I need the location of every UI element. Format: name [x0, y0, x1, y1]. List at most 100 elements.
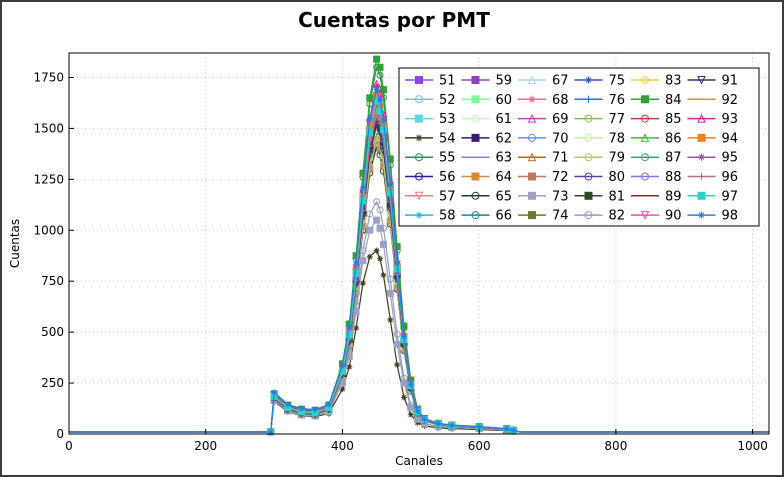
legend-item: 65 [461, 189, 512, 204]
data-point [325, 401, 332, 408]
legend-label: 84 [665, 93, 682, 108]
legend-item: 84 [631, 93, 682, 108]
x-tick-label: 400 [331, 439, 354, 453]
legend-marker [415, 76, 423, 84]
legend-label: 92 [722, 93, 739, 108]
legend-label: 51 [439, 74, 456, 89]
data-point [510, 427, 517, 434]
legend-item: 78 [574, 131, 625, 146]
legend-marker [528, 211, 536, 220]
data-point [372, 121, 381, 129]
data-point [271, 389, 278, 396]
legend-item: 56 [405, 170, 456, 185]
legend-marker [697, 76, 706, 85]
legend-label: 67 [552, 74, 569, 89]
legend-marker [528, 172, 536, 181]
data-point [359, 184, 366, 191]
legend-marker [698, 173, 705, 180]
legend-item: 80 [574, 170, 626, 185]
data-point [346, 363, 353, 370]
data-point [377, 255, 384, 262]
legend-label: 61 [496, 112, 513, 127]
legend-label: 56 [439, 170, 456, 185]
data-point [352, 269, 360, 277]
legend-item: 76 [574, 93, 625, 108]
legend-item: 92 [687, 93, 739, 108]
data-point [476, 423, 483, 430]
legend-label: 55 [439, 151, 456, 166]
y-axis-label: Cuentas [8, 219, 22, 268]
data-point [373, 216, 381, 224]
legend-label: 87 [665, 151, 682, 166]
legend-item: 61 [461, 112, 513, 127]
legend-item: 51 [405, 74, 456, 89]
legend-label: 90 [665, 209, 682, 224]
legend-marker [415, 95, 423, 104]
legend-item: 68 [518, 93, 569, 108]
legend-label: 63 [496, 151, 513, 166]
y-tick-label: 1750 [33, 70, 64, 84]
legend-marker [471, 133, 480, 142]
data-point [387, 316, 394, 323]
legend-item: 53 [405, 112, 456, 127]
data-point [407, 411, 414, 418]
legend-item: 74 [518, 209, 569, 224]
data-point [312, 406, 319, 413]
legend-marker [640, 133, 650, 142]
data-point [407, 401, 415, 409]
legend-marker [471, 191, 480, 200]
legend-label: 97 [722, 189, 739, 204]
data-point [380, 272, 387, 279]
series-line [69, 219, 769, 433]
plot-area [68, 52, 770, 435]
legend-item: 70 [518, 131, 569, 146]
data-point [366, 115, 373, 122]
legend-label: 54 [439, 131, 456, 146]
y-tick-label: 750 [41, 274, 64, 288]
data-point [366, 94, 374, 102]
legend-item: 96 [687, 170, 738, 185]
legend-item: 64 [461, 170, 512, 185]
data-point [379, 241, 387, 249]
legend-item: 67 [518, 74, 569, 89]
y-tick-label: 0 [56, 427, 64, 441]
legend-item: 62 [461, 131, 513, 146]
y-tick-label: 1500 [33, 121, 64, 135]
legend-label: 80 [609, 170, 626, 185]
legend-item: 89 [631, 189, 682, 204]
data-point [373, 86, 380, 93]
legend-item: 83 [631, 74, 682, 89]
legend-marker [697, 133, 706, 142]
data-point [503, 425, 510, 432]
legend-label: 62 [496, 131, 513, 146]
data-point [366, 142, 373, 149]
data-point [414, 408, 421, 415]
legend-item: 85 [631, 112, 682, 127]
chart-title: Cuentas por PMT [298, 8, 490, 32]
legend-marker [471, 114, 480, 123]
legend-marker [584, 114, 593, 123]
legend-item: 97 [687, 189, 739, 204]
data-point [353, 325, 360, 332]
data-point [380, 117, 387, 124]
data-point [267, 428, 274, 435]
x-tick-label: 600 [468, 439, 491, 453]
legend-item: 69 [518, 112, 569, 127]
data-point [386, 275, 394, 283]
series-98 [69, 86, 769, 435]
legend-marker [415, 172, 423, 181]
data-point [298, 405, 305, 412]
x-axis-label: Canales [395, 454, 443, 468]
series-line [69, 250, 769, 433]
legend-item: 91 [687, 74, 739, 89]
legend-item: 54 [405, 131, 456, 146]
legend-item: 79 [574, 151, 625, 166]
legend-item: 75 [574, 74, 625, 89]
data-point [377, 96, 384, 103]
legend-marker [527, 152, 537, 162]
legend-label: 91 [722, 74, 739, 89]
legend-marker [471, 172, 480, 181]
legend-marker [528, 191, 536, 200]
data-point [372, 79, 381, 88]
legend-marker [584, 211, 593, 220]
